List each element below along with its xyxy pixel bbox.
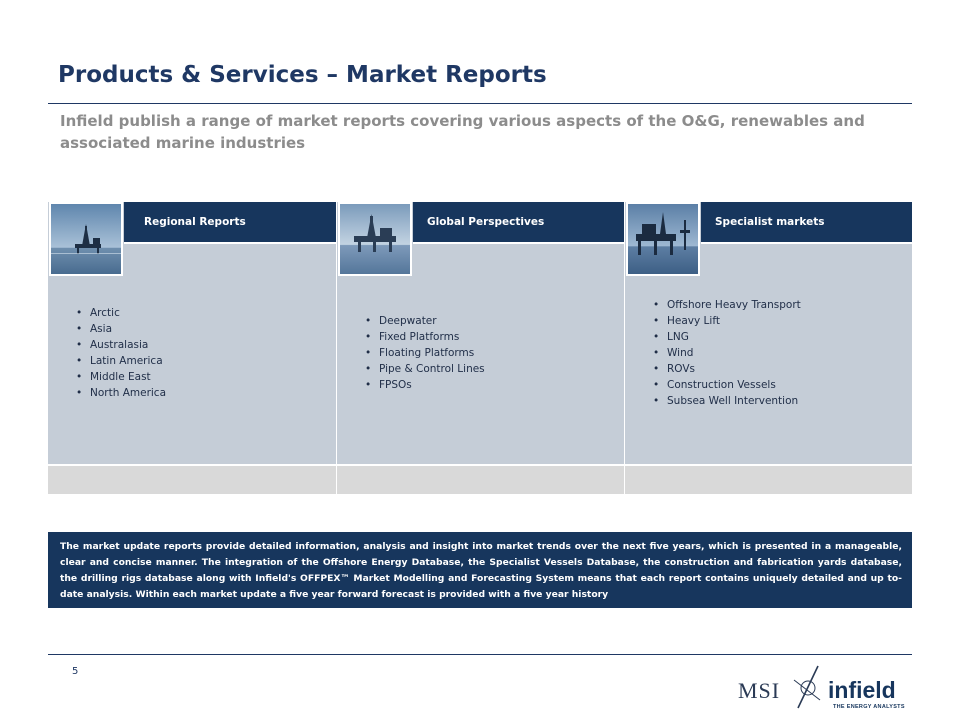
list-item: Fixed Platforms [365,329,485,345]
offshore-jackup-icon [626,202,700,276]
column-footer-strip [337,464,624,494]
list-item: FPSOs [365,377,485,393]
column-header: Specialist markets [701,202,912,242]
report-columns: Regional Reports [48,202,912,494]
infield-logo: infield THE ENERGY ANALYSTS [828,677,905,710]
list-item: North America [76,385,166,401]
list-item: LNG [653,329,801,345]
column-footer-strip [48,464,336,494]
svg-text:MSI: MSI [738,678,780,703]
list-item: Asia [76,321,166,337]
column-global-perspectives: Global Perspectives [337,202,624,494]
list-item: Wind [653,345,801,361]
msi-logo: MSI [738,665,821,709]
column-header: Global Perspectives [413,202,624,242]
list-item: Subsea Well Intervention [653,393,801,409]
svg-text:THE ENERGY ANALYSTS: THE ENERGY ANALYSTS [833,704,905,710]
list-item: Latin America [76,353,166,369]
list-item: Heavy Lift [653,313,801,329]
list-item: Pipe & Control Lines [365,361,485,377]
column-footer-strip [625,464,912,494]
column-list: Deepwater Fixed Platforms Floating Platf… [337,244,624,462]
list-item: Deepwater [365,313,485,329]
column-header: Regional Reports [124,202,336,242]
list-item: Australasia [76,337,166,353]
page-subtitle: Infield publish a range of market report… [60,112,865,152]
footer-divider [48,654,912,655]
list-item: ROVs [653,361,801,377]
company-logos: MSI infield THE ENERGY ANALYSTS [736,656,912,716]
list-item: Arctic [76,305,166,321]
column-regional-reports: Regional Reports [48,202,336,494]
column-specialist-markets: Specialist markets [625,202,912,494]
list-item: Construction Vessels [653,377,801,393]
offshore-rig-icon [49,202,123,276]
description-box: The market update reports provide detail… [48,532,912,608]
list-item: Floating Platforms [365,345,485,361]
title-divider [48,103,912,104]
page-number: 5 [72,666,79,677]
page-title: Products & Services – Market Reports [58,62,547,88]
list-item: Middle East [76,369,166,385]
svg-text:infield: infield [828,677,896,703]
column-list: Offshore Heavy Transport Heavy Lift LNG … [625,244,912,462]
list-item: Offshore Heavy Transport [653,297,801,313]
column-list: Arctic Asia Australasia Latin America Mi… [48,244,336,462]
offshore-platform-icon [338,202,412,276]
